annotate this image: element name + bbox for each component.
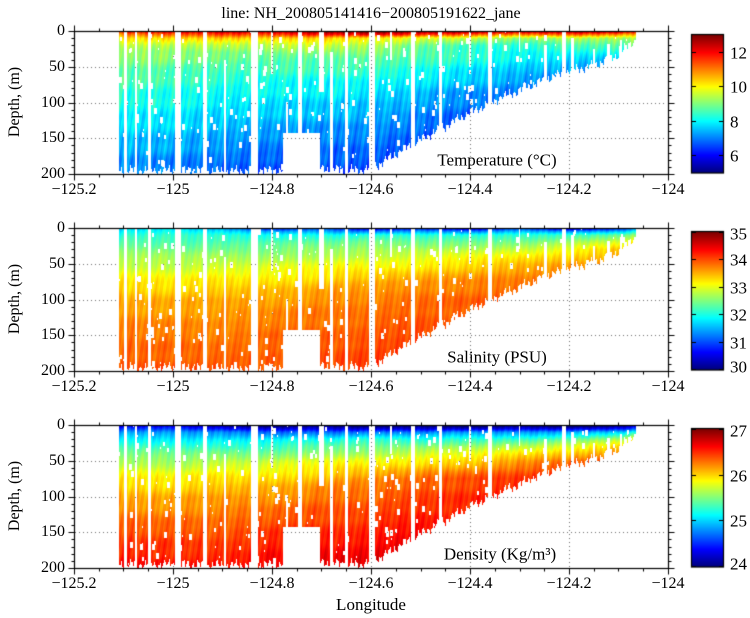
panel-label-density: Density (Kg/m³) xyxy=(443,544,557,564)
y-tick-label: 100 xyxy=(41,487,65,505)
y-tick-label: 150 xyxy=(41,523,65,541)
x-tick-label: −125.2 xyxy=(51,181,97,198)
y-tick-label: 100 xyxy=(41,290,65,308)
x-tick-label: −125 xyxy=(156,378,190,395)
colorbar-tick-label: 33 xyxy=(730,278,747,297)
x-tick-label: −124 xyxy=(651,378,685,395)
y-tick-label: 50 xyxy=(49,451,65,469)
y-axis-label-salinity: Depth, (m) xyxy=(6,263,23,335)
y-tick-label: 50 xyxy=(49,254,65,272)
colorbar-tick-label: 24 xyxy=(730,554,747,574)
y-tick-label: 100 xyxy=(41,93,65,111)
y-tick-label: 200 xyxy=(41,165,65,182)
y-axis-label-density: Depth, (m) xyxy=(6,460,23,532)
x-tick-label: −124.2 xyxy=(546,181,592,198)
x-tick-label: −124.8 xyxy=(249,575,295,592)
x-tick-label: −124 xyxy=(651,575,685,592)
colorbar-tick-label: 26 xyxy=(730,466,747,485)
x-tick-label: −124.6 xyxy=(348,378,394,395)
colorbar-tick-label: 6 xyxy=(730,146,739,165)
x-tick-label: −124.6 xyxy=(348,575,394,592)
figure-title: line: NH_200805141416−200805191622_jane xyxy=(221,5,521,22)
x-tick-label: −124.6 xyxy=(348,181,394,198)
colorbar-tick-label: 30 xyxy=(730,357,747,377)
x-axis-label: Longitude xyxy=(336,595,406,614)
x-tick-label: −125 xyxy=(156,181,190,198)
panel-label-salinity: Salinity (PSU) xyxy=(447,347,547,367)
y-tick-label: 50 xyxy=(49,57,65,75)
x-tick-label: −124.4 xyxy=(447,575,493,592)
colorbar-tick-label: 31 xyxy=(730,333,747,352)
colorbar-tick-label: 27 xyxy=(730,421,747,441)
colorbar-tick-label: 8 xyxy=(730,112,739,131)
x-tick-label: −125.2 xyxy=(51,575,97,592)
x-tick-label: −124.8 xyxy=(249,378,295,395)
y-tick-label: 150 xyxy=(41,326,65,344)
x-tick-label: −124.2 xyxy=(546,378,592,395)
colorbar-tick-label: 10 xyxy=(730,77,747,96)
x-tick-label: −124.4 xyxy=(447,378,493,395)
x-tick-label: −125 xyxy=(156,575,190,592)
y-tick-label: 0 xyxy=(57,416,65,433)
colorbar-tick-label: 12 xyxy=(730,43,747,62)
panel-label-temperature: Temperature (°C) xyxy=(437,150,557,170)
y-tick-label: 150 xyxy=(41,129,65,147)
colorbar-tick-label: 35 xyxy=(730,224,747,244)
colorbar-tick-label: 25 xyxy=(730,511,747,530)
colorbar-tick-label: 34 xyxy=(730,250,747,269)
y-tick-label: 0 xyxy=(57,219,65,236)
x-tick-label: −125.2 xyxy=(51,378,97,395)
colorbar-tick-label: 32 xyxy=(730,305,747,324)
y-tick-label: 0 xyxy=(57,22,65,39)
x-tick-label: −124.8 xyxy=(249,181,295,198)
x-tick-label: −124 xyxy=(651,181,685,198)
x-tick-label: −124.2 xyxy=(546,575,592,592)
y-tick-label: 200 xyxy=(41,559,65,576)
x-tick-label: −124.4 xyxy=(447,181,493,198)
y-tick-label: 200 xyxy=(41,362,65,379)
y-axis-label-temperature: Depth, (m) xyxy=(6,66,23,138)
